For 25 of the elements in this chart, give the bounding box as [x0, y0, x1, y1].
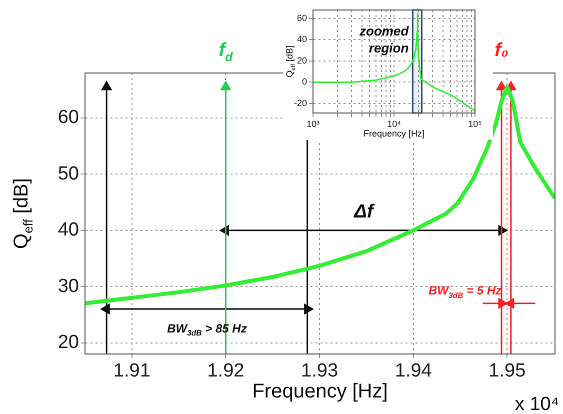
y-tick-label: 60 — [58, 107, 79, 128]
x-tick-label: 1.94 — [394, 360, 432, 382]
x-tick-label: 1.93 — [301, 360, 338, 382]
y-tick-label: 0 — [302, 76, 307, 87]
series-label: Δf — [353, 202, 375, 223]
text: x 10⁴ — [514, 394, 559, 414]
y-tick-label: 20 — [58, 332, 79, 353]
y-tick-label: 50 — [58, 163, 79, 184]
y-tick-label: 30 — [58, 276, 79, 297]
y-tick-label: 40 — [58, 220, 79, 241]
y-tick-label: -20 — [294, 98, 307, 108]
x-tick-label: 10⁵ — [468, 118, 482, 129]
y-axis-title: Qeff [dB] — [10, 178, 36, 249]
x-tick-label: 10³ — [306, 118, 320, 129]
x-axis-title: Frequency [Hz] — [252, 380, 388, 403]
series-label: f₀ — [494, 40, 508, 62]
band-label: zoomed region — [358, 24, 410, 56]
x-tick-label: 1.95 — [488, 360, 526, 382]
x-tick-label: 1.91 — [113, 360, 150, 382]
y-tick-label: 40 — [296, 34, 307, 44]
x-axis-title: Frequency [Hz] — [363, 128, 425, 138]
y-tick-label: 20 — [296, 55, 307, 66]
x-tick-label: 10⁴ — [387, 118, 402, 129]
y-tick-label: 60 — [296, 12, 307, 23]
x-tick-label: 1.92 — [207, 360, 244, 382]
